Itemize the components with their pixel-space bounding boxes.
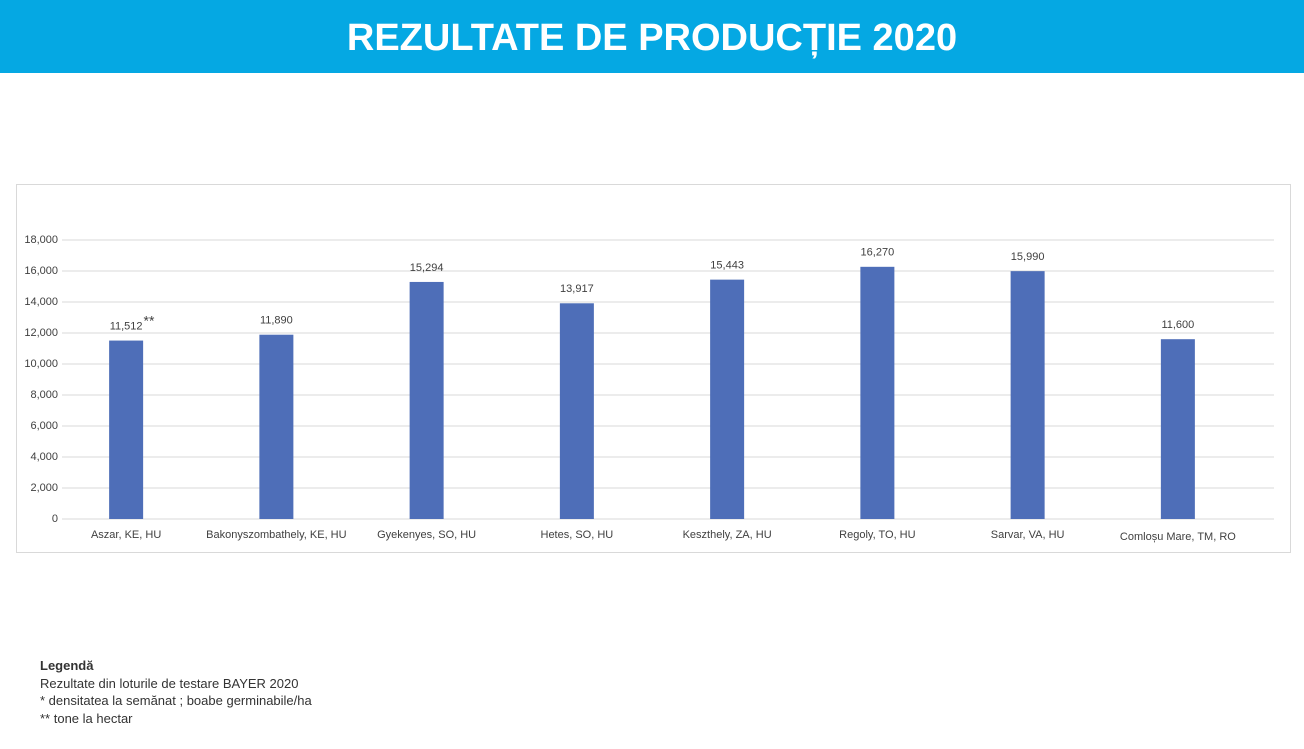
value-label: 15,443	[710, 260, 744, 272]
y-tick-label: 4,000	[30, 451, 58, 463]
bar	[559, 303, 594, 519]
y-tick-label: 10,000	[24, 358, 58, 370]
value-label: 11,512	[110, 320, 143, 332]
y-tick-label: 12,000	[24, 327, 58, 339]
legend-line: * densitatea la semănat ; boabe germinab…	[40, 693, 312, 708]
bar	[710, 279, 745, 519]
x-tick-label: Keszthely, ZA, HU	[683, 529, 772, 541]
value-label: 11,890	[260, 315, 293, 327]
chart-frame	[16, 184, 1291, 553]
y-tick-label: 2,000	[30, 482, 58, 494]
bar	[109, 340, 144, 519]
x-tick-label: Hetes, SO, HU	[541, 529, 614, 541]
y-tick-label: 14,000	[24, 296, 58, 308]
legend-title: Legendă	[40, 658, 94, 673]
x-tick-label: Gyekenyes, SO, HU	[377, 529, 476, 541]
y-tick-label: 18,000	[24, 234, 58, 246]
annotation: **	[144, 312, 155, 328]
x-tick-label: Comloșu Mare, TM, RO	[1120, 531, 1236, 543]
value-label: 15,294	[410, 262, 444, 274]
value-label: 16,270	[861, 247, 895, 259]
x-tick-label: Sarvar, VA, HU	[991, 529, 1065, 541]
y-tick-label: 8,000	[30, 389, 58, 401]
y-tick-label: 16,000	[24, 265, 58, 277]
y-tick-label: 6,000	[30, 420, 58, 432]
bar	[1160, 339, 1195, 519]
value-label: 13,917	[560, 283, 594, 295]
value-label: 15,990	[1011, 251, 1045, 263]
x-tick-label: Aszar, KE, HU	[91, 529, 161, 541]
x-tick-label: Bakonyszombathely, KE, HU	[206, 529, 346, 541]
legend-line: ** tone la hectar	[40, 710, 133, 726]
y-tick-label: 0	[52, 513, 58, 525]
bar	[860, 266, 895, 519]
value-label: 11,600	[1161, 319, 1194, 331]
x-tick-label: Regoly, TO, HU	[839, 529, 915, 541]
bar	[1010, 271, 1045, 519]
banner-title: REZULTATE DE PRODUCȚIE 2020	[0, 0, 1304, 73]
legend-line: Rezultate din loturile de testare BAYER …	[40, 675, 299, 691]
bar	[259, 334, 294, 519]
legend: Legendă Rezultate din loturile de testar…	[40, 657, 312, 727]
bar	[409, 281, 444, 519]
